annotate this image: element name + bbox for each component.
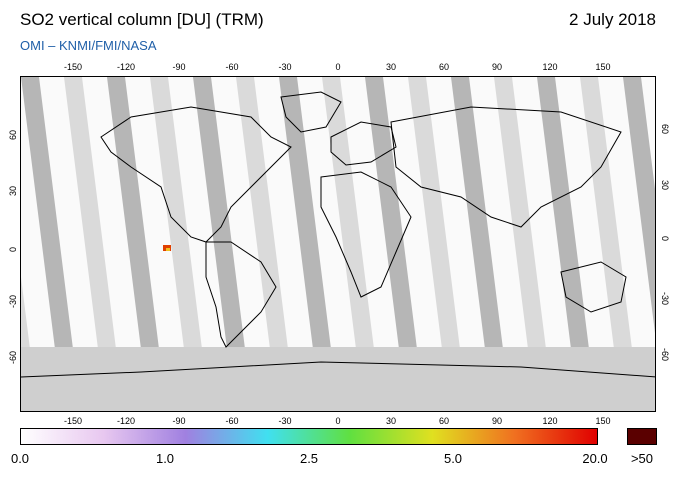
- left-lat-tick: 60: [8, 129, 18, 140]
- top-lon-tick: -60: [225, 62, 239, 72]
- credit-label: OMI – KNMI/FMI/NASA: [20, 38, 157, 53]
- north-america: [100, 106, 292, 243]
- swath-band: [279, 77, 339, 411]
- left-lat-tick: -30: [8, 294, 18, 308]
- colorbar-saturation: [627, 428, 657, 445]
- europe: [330, 121, 397, 166]
- right-lat-tick: 0: [660, 236, 670, 242]
- greenland: [280, 91, 342, 133]
- top-lon-tick: 150: [595, 62, 611, 72]
- swath-band: [623, 77, 655, 333]
- swath-band: [322, 77, 382, 411]
- swath-band: [150, 77, 210, 411]
- bottom-lon-tick: -90: [172, 416, 186, 426]
- swath-band: [408, 77, 468, 411]
- bottom-lon-tick: -30: [278, 416, 292, 426]
- world-map: [20, 76, 656, 412]
- south-america: [205, 241, 277, 348]
- top-lon-tick: -30: [278, 62, 292, 72]
- top-lon-tick: -150: [63, 62, 83, 72]
- coastlines: [21, 91, 655, 378]
- bottom-lon-tick: 0: [335, 416, 341, 426]
- swath-band: [580, 77, 640, 411]
- top-lon-tick: 30: [385, 62, 397, 72]
- right-lat-tick: 60: [660, 124, 670, 135]
- colorbar: [20, 428, 598, 445]
- page-title: SO2 vertical column [DU] (TRM): [20, 10, 264, 29]
- colorbar-saturation-label: >50: [630, 451, 654, 466]
- left-lat-tick: 30: [8, 185, 18, 196]
- bottom-lon-tick: -150: [63, 416, 83, 426]
- swath-band: [193, 77, 253, 411]
- top-lon-tick: 120: [542, 62, 558, 72]
- satellite-swaths: [21, 77, 655, 411]
- colorbar-label-0: 0.0: [10, 451, 30, 466]
- swath-band: [365, 77, 425, 411]
- south-polar-band: [21, 347, 655, 411]
- bottom-lon-tick: -120: [116, 416, 136, 426]
- right-lat-tick: 30: [660, 180, 670, 191]
- colorbar-label-3: 5.0: [443, 451, 463, 466]
- right-lat-tick: -30: [660, 292, 670, 306]
- swath-band: [537, 77, 597, 411]
- africa: [320, 171, 412, 298]
- swath-band: [236, 77, 296, 411]
- swath-band: [494, 77, 554, 411]
- colorbar-label-4: 20.0: [582, 451, 608, 466]
- colorbar-label-1: 1.0: [155, 451, 175, 466]
- bottom-lon-tick: 30: [385, 416, 397, 426]
- bottom-lon-tick: 60: [438, 416, 450, 426]
- bottom-lon-tick: -60: [225, 416, 239, 426]
- right-lat-tick: -60: [660, 348, 670, 362]
- top-lon-tick: 90: [491, 62, 503, 72]
- top-lon-tick: 0: [335, 62, 341, 72]
- asia: [390, 106, 622, 228]
- top-lon-tick: -120: [116, 62, 136, 72]
- swath-band: [64, 77, 124, 411]
- so2-plume-ecuador: [163, 245, 171, 251]
- bottom-lon-tick: 150: [595, 416, 611, 426]
- top-lon-tick: 60: [438, 62, 450, 72]
- date-label: 2 July 2018: [569, 10, 656, 29]
- left-lat-tick: -60: [8, 350, 18, 364]
- antarctica: [21, 361, 655, 378]
- bottom-lon-tick: 90: [491, 416, 503, 426]
- bottom-lon-tick: 120: [542, 416, 558, 426]
- swath-band: [451, 77, 511, 411]
- left-lat-tick: 0: [8, 246, 18, 252]
- swath-band: [21, 77, 81, 411]
- colorbar-label-2: 2.5: [299, 451, 319, 466]
- australia: [560, 261, 627, 313]
- top-lon-tick: -90: [172, 62, 186, 72]
